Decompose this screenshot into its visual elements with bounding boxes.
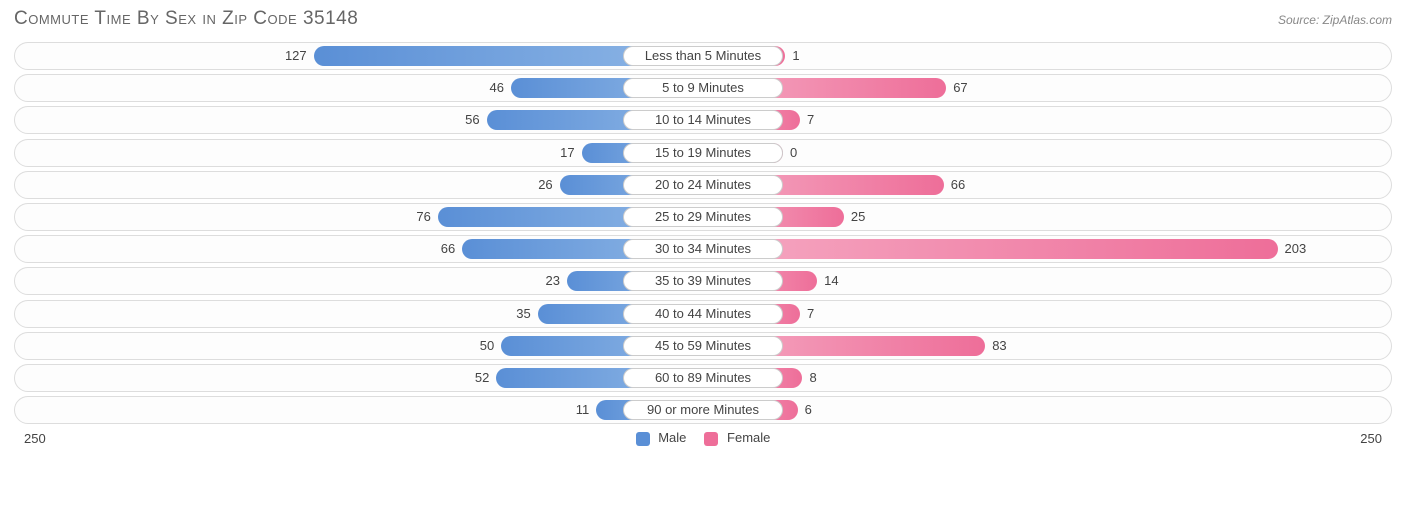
legend-female-label: Female — [727, 430, 770, 445]
chart-row: 60 to 89 Minutes 52 8 — [14, 364, 1392, 392]
chart-row: Less than 5 Minutes 127 1 — [14, 42, 1392, 70]
category-label: 25 to 29 Minutes — [623, 207, 783, 227]
value-female: 7 — [807, 301, 814, 327]
value-male: 66 — [441, 236, 455, 262]
value-female: 14 — [824, 268, 838, 294]
chart-row: 20 to 24 Minutes 26 66 — [14, 171, 1392, 199]
legend-female: Female — [704, 430, 770, 446]
value-male: 127 — [285, 43, 307, 69]
axis-left-max: 250 — [24, 431, 46, 446]
category-label: 40 to 44 Minutes — [623, 304, 783, 324]
value-male: 52 — [475, 365, 489, 391]
value-female: 8 — [809, 365, 816, 391]
category-label: 90 or more Minutes — [623, 400, 783, 420]
value-male: 26 — [538, 172, 552, 198]
value-female: 1 — [792, 43, 799, 69]
value-male: 56 — [465, 107, 479, 133]
chart-row: 90 or more Minutes 11 6 — [14, 396, 1392, 424]
chart-row: 5 to 9 Minutes 46 67 — [14, 74, 1392, 102]
value-male: 46 — [489, 75, 503, 101]
category-label: 45 to 59 Minutes — [623, 336, 783, 356]
category-label: 35 to 39 Minutes — [623, 271, 783, 291]
legend-male: Male — [636, 430, 687, 446]
axis-right-max: 250 — [1360, 431, 1382, 446]
value-female: 25 — [851, 204, 865, 230]
value-male: 76 — [416, 204, 430, 230]
value-female: 7 — [807, 107, 814, 133]
chart-row: 10 to 14 Minutes 56 7 — [14, 106, 1392, 134]
category-label: 10 to 14 Minutes — [623, 110, 783, 130]
axis-legend-row: 250 Male Female 250 — [14, 428, 1392, 446]
value-female: 66 — [951, 172, 965, 198]
chart-row: 35 to 39 Minutes 23 14 — [14, 267, 1392, 295]
chart-title: Commute Time By Sex in Zip Code 35148 — [14, 8, 358, 30]
value-male: 11 — [576, 397, 590, 423]
category-label: 60 to 89 Minutes — [623, 368, 783, 388]
legend: Male Female — [636, 430, 771, 446]
chart-row: 25 to 29 Minutes 76 25 — [14, 203, 1392, 231]
value-male: 23 — [546, 268, 560, 294]
category-label: 20 to 24 Minutes — [623, 175, 783, 195]
chart-row: 30 to 34 Minutes 66 203 — [14, 235, 1392, 263]
chart-row: 40 to 44 Minutes 35 7 — [14, 300, 1392, 328]
bar-female — [703, 239, 1278, 259]
value-female: 83 — [992, 333, 1006, 359]
category-label: Less than 5 Minutes — [623, 46, 783, 66]
chart-row: 45 to 59 Minutes 50 83 — [14, 332, 1392, 360]
value-female: 6 — [805, 397, 812, 423]
category-label: 5 to 9 Minutes — [623, 78, 783, 98]
legend-male-swatch — [636, 432, 650, 446]
value-male: 50 — [480, 333, 494, 359]
chart-source: Source: ZipAtlas.com — [1278, 13, 1392, 27]
value-male: 35 — [516, 301, 530, 327]
chart-row: 15 to 19 Minutes 17 0 — [14, 139, 1392, 167]
diverging-bar-chart: Less than 5 Minutes 127 1 5 to 9 Minutes 46 6… — [14, 42, 1392, 424]
value-male: 17 — [560, 140, 574, 166]
value-female: 67 — [953, 75, 967, 101]
value-female: 203 — [1285, 236, 1307, 262]
category-label: 15 to 19 Minutes — [623, 143, 783, 163]
category-label: 30 to 34 Minutes — [623, 239, 783, 259]
legend-female-swatch — [704, 432, 718, 446]
legend-male-label: Male — [658, 430, 686, 445]
value-female: 0 — [790, 140, 797, 166]
chart-header: Commute Time By Sex in Zip Code 35148 So… — [14, 8, 1392, 30]
